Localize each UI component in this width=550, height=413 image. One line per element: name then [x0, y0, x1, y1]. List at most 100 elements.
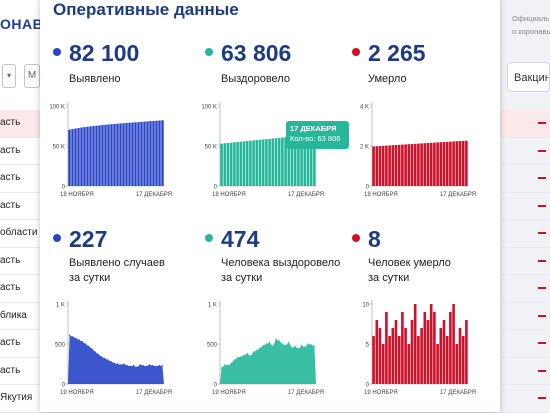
data-point: [291, 347, 293, 349]
red-marker-icon: [538, 177, 546, 179]
bar: [74, 128, 77, 186]
stat-label-line: за сутки: [221, 272, 263, 284]
bar: [417, 336, 420, 384]
region-item[interactable]: области: [0, 220, 40, 248]
y-tick-label: 0: [366, 383, 370, 389]
official-info-note: Официаль о коронавь: [512, 12, 550, 38]
data-point: [123, 363, 125, 365]
region-item[interactable]: асть: [0, 275, 40, 303]
stat-label: Выявлено: [69, 73, 121, 85]
bar: [92, 126, 95, 186]
vaccine-button[interactable]: Вакцин: [507, 62, 550, 92]
data-point: [253, 351, 255, 353]
bar: [89, 126, 92, 186]
data-point: [139, 364, 141, 366]
bar: [137, 122, 140, 186]
bar: [128, 122, 131, 186]
bar: [381, 145, 385, 186]
bar: [101, 125, 104, 186]
right-list-row: [500, 358, 550, 385]
region-item[interactable]: асть: [0, 110, 40, 138]
red-marker-icon: [538, 369, 546, 372]
bar: [455, 141, 459, 186]
bar: [410, 144, 414, 186]
bar: [461, 336, 465, 384]
bar: [158, 120, 161, 186]
bar: [143, 121, 146, 186]
bar: [284, 137, 287, 186]
bar: [77, 128, 80, 186]
stat-label-line: Человек умерло: [368, 257, 451, 269]
bar: [290, 136, 294, 186]
region-item[interactable]: асть: [0, 193, 40, 220]
data-point: [265, 343, 267, 345]
x-start-label: 18 НОЯБРЯ: [60, 192, 94, 198]
bar: [442, 142, 446, 186]
data-point: [85, 343, 87, 345]
red-dot-icon: [352, 48, 360, 56]
right-list-row: [500, 138, 550, 165]
bar: [309, 134, 313, 186]
bar: [420, 328, 423, 384]
stat-label: Выздоровело: [221, 73, 290, 85]
bar: [245, 141, 249, 186]
bar: [465, 320, 468, 384]
bar: [442, 320, 446, 384]
bar: [372, 336, 375, 384]
chart-died: 4 K 2 K 018 НОЯБРЯ 17 ДЕКАБРЯ: [360, 102, 476, 198]
operational-data-panel: Оперативные данные 82 100 Выявлено 63 80…: [40, 0, 500, 412]
red-marker-icon: [538, 314, 546, 317]
chart-died-daily: 10 5 019 НОЯБРЯ 17 ДЕКАБРЯ: [362, 300, 476, 396]
data-point: [110, 361, 112, 363]
bar: [287, 136, 291, 186]
data-point: [288, 341, 290, 343]
bar: [385, 145, 388, 186]
left-filter-button[interactable]: М: [24, 64, 40, 88]
bar: [423, 312, 427, 384]
bar: [223, 143, 227, 186]
data-point: [142, 365, 144, 367]
region-item[interactable]: блика: [0, 303, 40, 330]
data-point: [88, 345, 90, 347]
bar: [86, 126, 89, 186]
bar: [436, 344, 439, 384]
region-item[interactable]: асть: [0, 330, 40, 358]
stat-label-line: за сутки: [69, 272, 111, 284]
bar: [161, 120, 164, 186]
bar: [255, 140, 259, 186]
bar: [68, 129, 71, 186]
y-tick-label: 50 K: [53, 145, 65, 151]
bar: [71, 129, 74, 186]
bar: [445, 336, 449, 384]
x-start-label: 19 НОЯБРЯ: [364, 390, 398, 396]
region-item[interactable]: асть: [0, 165, 40, 193]
bar: [146, 121, 149, 186]
data-point: [136, 366, 138, 368]
bar: [439, 328, 443, 384]
region-item[interactable]: асть: [0, 248, 40, 275]
stat-label: Выявлено случаев за сутки: [69, 256, 165, 286]
region-select-chevron-icon[interactable]: ▾: [2, 64, 16, 88]
bar: [265, 139, 268, 186]
data-point: [104, 357, 106, 359]
bar: [429, 304, 433, 384]
red-marker-icon: [538, 122, 546, 124]
bar: [226, 142, 230, 186]
right-list-row: [500, 248, 550, 275]
bar: [413, 143, 417, 186]
bar: [420, 143, 423, 186]
region-item[interactable]: Якутия: [0, 385, 40, 413]
x-start-label: 19 НОЯБРЯ: [212, 390, 246, 396]
green-dot-icon: [205, 48, 213, 56]
data-point: [230, 362, 232, 364]
bar: [439, 142, 443, 186]
bar: [95, 125, 98, 186]
x-start-label: 18 НОЯБРЯ: [364, 192, 398, 198]
bar: [300, 135, 303, 186]
bar: [268, 138, 271, 186]
stat-label-line: Выявлено случаев: [69, 257, 165, 269]
region-item[interactable]: асть: [0, 138, 40, 165]
region-item[interactable]: асть: [0, 358, 40, 385]
blue-dot-icon: [53, 48, 61, 56]
y-tick-label: 0: [214, 185, 218, 191]
